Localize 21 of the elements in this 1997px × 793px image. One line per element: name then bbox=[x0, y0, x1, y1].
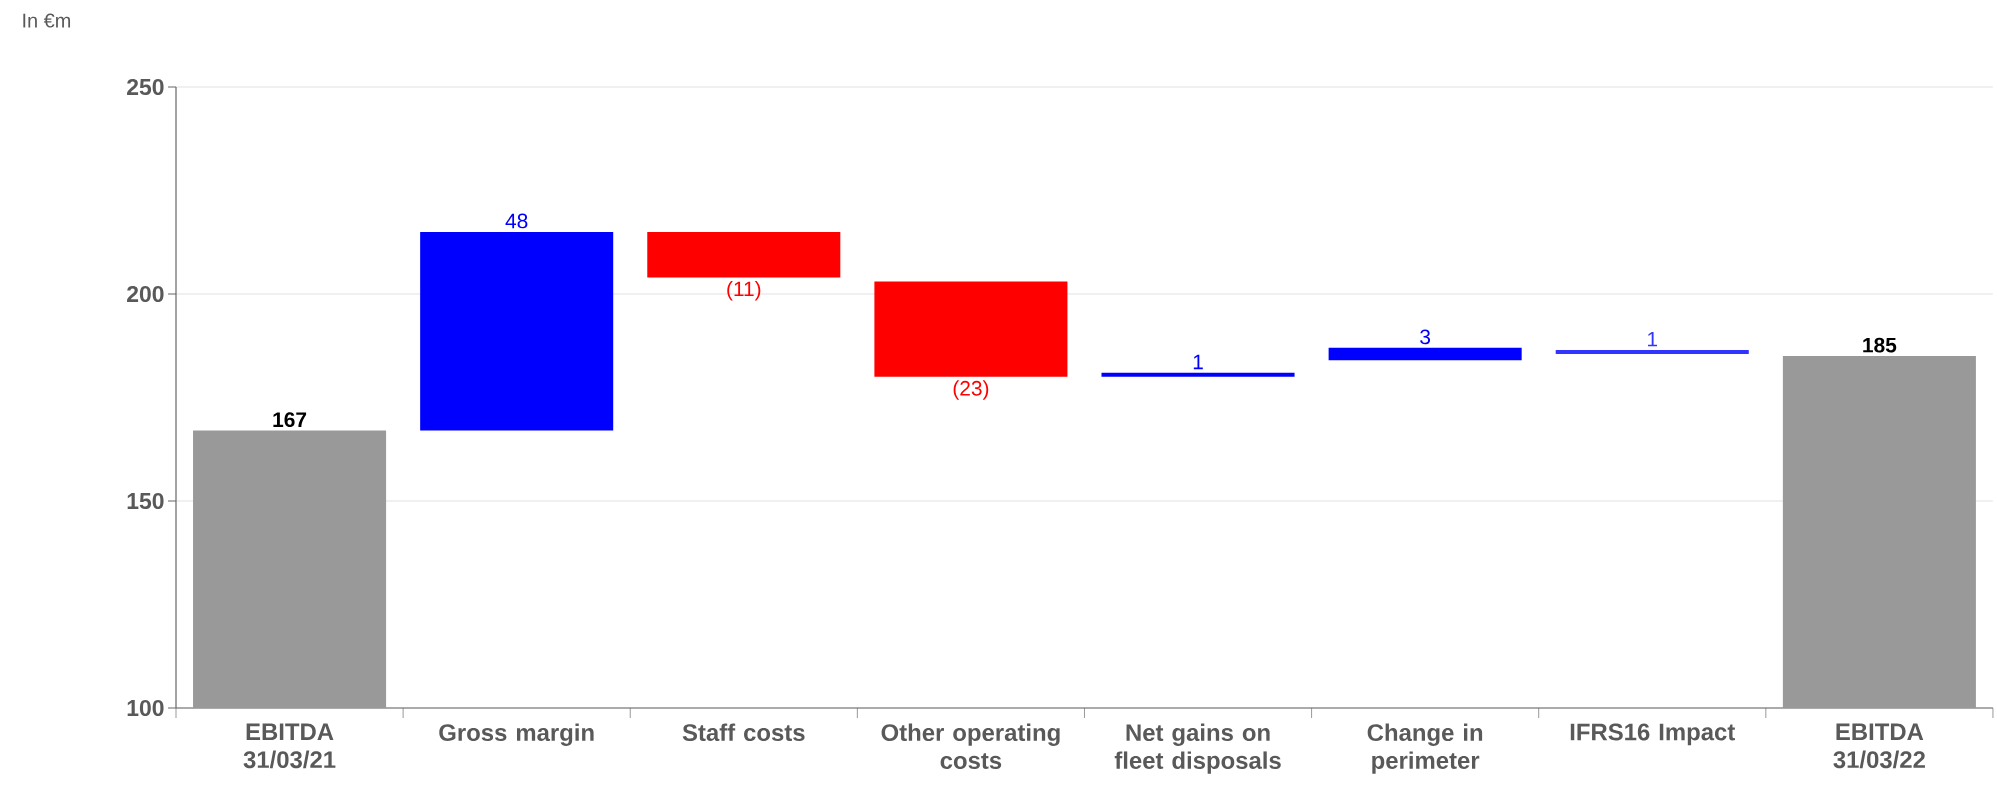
data-label: 3 bbox=[1420, 329, 1431, 345]
data-label: (23) bbox=[953, 380, 989, 400]
y-tick-label: 100 bbox=[127, 699, 164, 717]
data-label: 1 bbox=[1193, 354, 1203, 370]
x-tick-label: Other operating costs bbox=[881, 723, 1060, 769]
data-label: 185 bbox=[1863, 337, 1897, 353]
y-tick-label: 250 bbox=[127, 78, 164, 96]
x-tick-label: Change in perimeter bbox=[1367, 723, 1483, 774]
data-label: 167 bbox=[273, 412, 307, 428]
data-label: 48 bbox=[505, 213, 528, 229]
x-tick-label: Staff costs bbox=[682, 723, 805, 742]
y-tick-label: 200 bbox=[127, 285, 164, 303]
y-tick-label: 150 bbox=[127, 492, 164, 510]
data-label: 1 bbox=[1648, 331, 1658, 347]
x-tick-label: Gross margin bbox=[439, 723, 594, 746]
x-tick-label: EBITDA 31/03/22 bbox=[1833, 723, 1925, 769]
x-tick-label: EBITDA 31/03/21 bbox=[243, 723, 336, 769]
y-axis-title: In €m bbox=[23, 13, 71, 28]
x-tick-label: Net gains on fleet disposals bbox=[1114, 723, 1281, 774]
x-tick-label: IFRS16 Impact bbox=[1570, 723, 1736, 746]
data-label: (11) bbox=[727, 280, 761, 301]
